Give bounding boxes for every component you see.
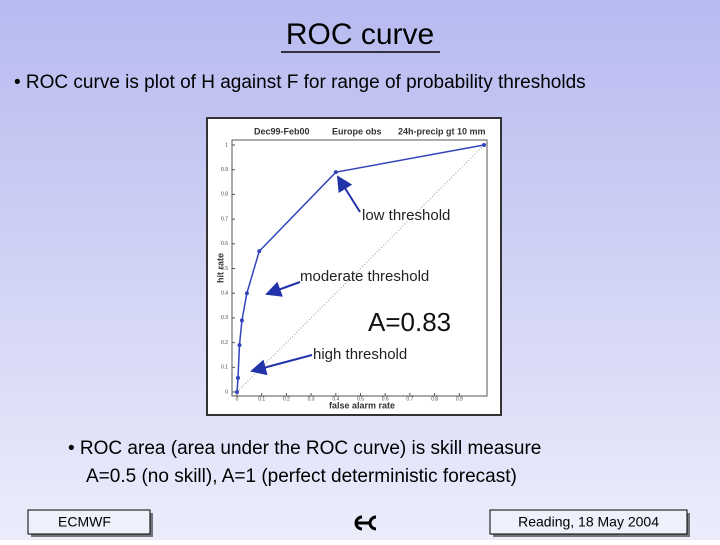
note: A=0.5 (no skill), A=1 (perfect determini… bbox=[86, 466, 517, 487]
roc-point bbox=[482, 143, 486, 147]
chart-header: 24h-precip gt 10 mm bbox=[398, 126, 486, 136]
y-tick-label: 1 bbox=[225, 142, 228, 148]
note: • ROC area (area under the ROC curve) is… bbox=[68, 438, 541, 459]
label-box bbox=[362, 307, 484, 341]
arrow bbox=[250, 354, 313, 376]
roc-line bbox=[236, 144, 485, 393]
footer-left: ECMWF bbox=[58, 514, 111, 530]
annotation: high threshold bbox=[313, 346, 407, 363]
x-tick-label: 0 bbox=[236, 396, 239, 402]
y-tick-label: 0.8 bbox=[221, 192, 228, 198]
roc-point bbox=[244, 291, 249, 296]
y-tick-label: 0.3 bbox=[221, 315, 228, 321]
y-tick-label: 0.6 bbox=[221, 241, 228, 247]
footer-box bbox=[489, 509, 688, 535]
y-tick-label: 0.2 bbox=[221, 340, 228, 346]
roc-point bbox=[239, 318, 244, 323]
x-tick-label: 0.7 bbox=[406, 396, 413, 402]
x-tick-label: 0.3 bbox=[308, 396, 315, 402]
chart-frame bbox=[206, 117, 502, 416]
x-tick-label: 0.9 bbox=[456, 396, 463, 402]
x-tick-label: 0.5 bbox=[357, 396, 364, 402]
footer-box bbox=[27, 509, 151, 535]
y-tick-label: 0.5 bbox=[221, 266, 228, 272]
bullet: • ROC curve is plot of H against F for r… bbox=[14, 72, 586, 93]
annotation: low threshold bbox=[362, 207, 450, 224]
x-axis-label: false alarm rate bbox=[329, 400, 395, 410]
footer-right: Reading, 18 May 2004 bbox=[518, 514, 659, 530]
roc-point bbox=[235, 375, 240, 380]
x-tick-label: 0.6 bbox=[382, 396, 389, 402]
logo bbox=[354, 515, 377, 531]
x-tick-label: 0.2 bbox=[283, 396, 290, 402]
no-skill-line bbox=[236, 144, 485, 393]
roc-point bbox=[257, 249, 262, 254]
arrow bbox=[265, 281, 301, 297]
x-tick-label: 0.4 bbox=[332, 396, 339, 402]
slide-title: ROC curve bbox=[286, 18, 434, 51]
roc-point bbox=[235, 390, 239, 394]
roc-point bbox=[333, 170, 338, 175]
y-tick-label: 0.9 bbox=[221, 167, 228, 173]
annotation: A=0.83 bbox=[368, 307, 451, 337]
x-tick-label: 0.8 bbox=[431, 396, 438, 402]
y-tick-label: 0.7 bbox=[221, 216, 228, 222]
arrow bbox=[336, 175, 361, 213]
chart-header: Europe obs bbox=[332, 126, 382, 136]
y-tick-label: 0 bbox=[225, 389, 228, 395]
y-tick-label: 0.1 bbox=[221, 365, 228, 371]
chart: Dec99-Feb00 Europe obs 24h-precip gt 10 mm… bbox=[215, 126, 486, 410]
x-tick-label: 0.1 bbox=[258, 396, 265, 402]
chart-header: Dec99-Feb00 bbox=[254, 126, 310, 136]
y-axis-label: hit rate bbox=[215, 253, 225, 283]
roc-point bbox=[237, 343, 242, 348]
y-tick-label: 0.4 bbox=[221, 291, 228, 297]
annotation: moderate threshold bbox=[300, 268, 429, 285]
